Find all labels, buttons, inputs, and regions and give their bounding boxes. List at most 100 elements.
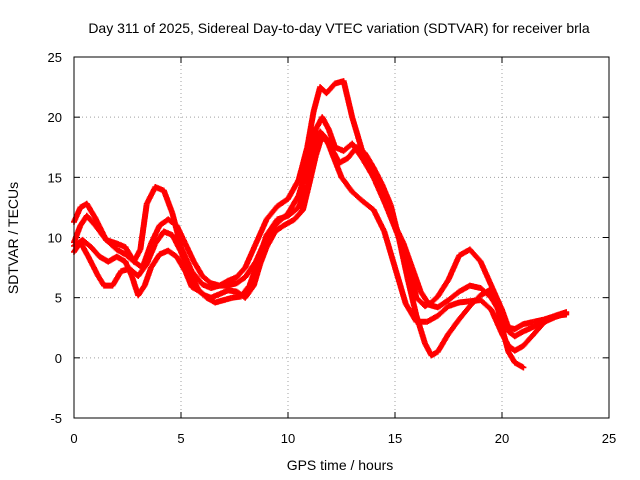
- data-point-segment: [252, 217, 269, 247]
- data-point-segment: [434, 277, 451, 300]
- data-point-segment: [182, 268, 195, 289]
- data-point-segment: [359, 198, 376, 212]
- data-point-segment: [362, 150, 376, 170]
- data-point: [563, 309, 570, 316]
- data-point-segment: [492, 294, 505, 330]
- data-point-segment: [310, 85, 323, 115]
- data-point-segment: [323, 81, 338, 97]
- data-point-segment: [143, 242, 158, 267]
- y-tick-label: 25: [48, 50, 62, 65]
- y-tick-label: -5: [50, 411, 62, 426]
- x-tick-label: 20: [495, 431, 509, 446]
- data-point-segment: [233, 275, 247, 287]
- data-point-segment: [263, 217, 280, 239]
- data-point-segment: [531, 319, 547, 337]
- data-point-segment: [477, 297, 494, 312]
- data-point-segment: [263, 204, 280, 223]
- data-point-segment: [381, 228, 398, 270]
- data-point-segment: [255, 233, 270, 265]
- data-point-segment: [178, 248, 192, 274]
- x-axis-label: GPS time / hours: [287, 457, 394, 473]
- data-point-segment: [169, 232, 184, 254]
- data-point-segment: [88, 244, 102, 259]
- data-point-segment: [137, 202, 150, 253]
- data-point-segment: [445, 254, 462, 283]
- x-tick-label: 5: [177, 431, 184, 446]
- data-point-segment: [165, 247, 179, 259]
- data-point-segment: [79, 236, 93, 250]
- plot-frame: [73, 56, 610, 419]
- data-point-segment: [83, 200, 98, 220]
- data-point-segment: [152, 229, 166, 247]
- data-point-segment: [165, 216, 179, 228]
- data-point-segment: [400, 240, 415, 270]
- data-point-segment: [304, 109, 317, 151]
- data-point-segment: [349, 188, 365, 204]
- data-point-segment: [141, 266, 154, 289]
- data-point-segment: [456, 304, 472, 323]
- data-point-segment: [359, 156, 376, 179]
- data-point-segment: [340, 78, 355, 119]
- data-point-segment: [486, 287, 498, 300]
- data-point-segment: [186, 269, 201, 291]
- axis-ticks: 0 5 10 15 20 25 -5 0 5 10 15 20 25: [48, 50, 617, 446]
- data-point-segment: [86, 255, 100, 277]
- x-tick-label: 0: [70, 431, 77, 446]
- data-point-segment: [173, 253, 188, 273]
- data-point-segment: [148, 223, 162, 247]
- data-point-segment: [295, 145, 310, 183]
- series-track-4: [71, 132, 527, 371]
- data-series: [71, 78, 570, 371]
- data-point-segment: [445, 317, 462, 337]
- data-point-segment: [477, 258, 494, 288]
- x-tick-label: 15: [388, 431, 402, 446]
- data-point-segment: [109, 269, 124, 289]
- data-point-segment: [257, 245, 270, 267]
- series-track-3: [71, 128, 570, 354]
- data-point-segment: [148, 252, 162, 271]
- data-point-segment: [319, 114, 331, 131]
- data-point-segment: [370, 164, 385, 187]
- data-point-segment: [242, 283, 256, 301]
- data-point-segment: [83, 212, 98, 228]
- data-point-segment: [370, 174, 387, 203]
- y-tick-label: 20: [48, 110, 62, 125]
- data-point-segment: [404, 276, 419, 318]
- data-point-segment: [263, 229, 278, 251]
- y-tick-label: 15: [48, 170, 62, 185]
- data-point-segment: [160, 187, 175, 215]
- x-tick-label: 10: [281, 431, 295, 446]
- data-point-segment: [338, 174, 355, 194]
- data-point-segment: [242, 241, 259, 271]
- data-point-segment: [370, 206, 387, 234]
- data-point-segment: [233, 265, 248, 281]
- data-point-segment: [199, 273, 213, 286]
- data-point-segment: [327, 144, 342, 165]
- chart-title: Day 311 of 2025, Sidereal Day-to-day VTE…: [88, 20, 590, 36]
- data-point-segment: [445, 289, 461, 304]
- data-point-segment: [396, 236, 411, 282]
- data-point-segment: [325, 126, 338, 149]
- data-point-segment: [319, 132, 333, 149]
- data-point-segment: [466, 293, 483, 310]
- data-point-segment: [387, 202, 402, 242]
- y-tick-label: 5: [55, 291, 62, 306]
- data-point-segment: [434, 304, 451, 319]
- data-point-segment: [92, 222, 109, 242]
- data-point-segment: [122, 258, 135, 278]
- data-point-segment: [434, 332, 451, 355]
- data-point-segment: [466, 246, 483, 264]
- data-point-segment: [250, 262, 263, 289]
- data-point-segment: [122, 244, 137, 264]
- y-tick-label: 10: [48, 231, 62, 246]
- data-point-segment: [285, 178, 301, 202]
- data-point-segment: [182, 240, 197, 264]
- data-point-segment: [143, 185, 158, 207]
- data-point-segment: [135, 262, 149, 279]
- data-point: [520, 364, 527, 371]
- data-point-segment: [520, 331, 537, 349]
- data-point-segment: [285, 205, 301, 219]
- y-axis-label: SDTVAR / TECUs: [5, 182, 21, 294]
- data-point-segment: [379, 181, 394, 207]
